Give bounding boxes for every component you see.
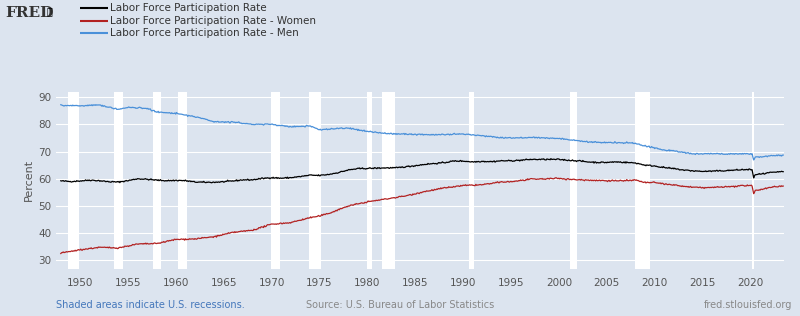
Text: Shaded areas indicate U.S. recessions.: Shaded areas indicate U.S. recessions. [56,300,245,310]
Text: 📈: 📈 [46,6,52,16]
Bar [634,92,650,269]
Text: Labor Force Participation Rate - Women: Labor Force Participation Rate - Women [110,15,316,26]
Bar [68,92,79,269]
Bar [114,92,123,269]
Bar [570,92,578,269]
Text: Labor Force Participation Rate - Men: Labor Force Participation Rate - Men [110,28,299,38]
Bar [382,92,395,269]
Text: FRED: FRED [6,6,54,20]
Y-axis label: Percent: Percent [24,159,34,201]
Bar [469,92,474,269]
Bar [367,92,372,269]
Bar [309,92,321,269]
Bar [752,92,754,269]
Bar [178,92,187,269]
Bar [154,92,161,269]
Text: fred.stlouisfed.org: fred.stlouisfed.org [704,300,792,310]
Bar [270,92,280,269]
Text: Source: U.S. Bureau of Labor Statistics: Source: U.S. Bureau of Labor Statistics [306,300,494,310]
Text: Labor Force Participation Rate: Labor Force Participation Rate [110,3,267,13]
